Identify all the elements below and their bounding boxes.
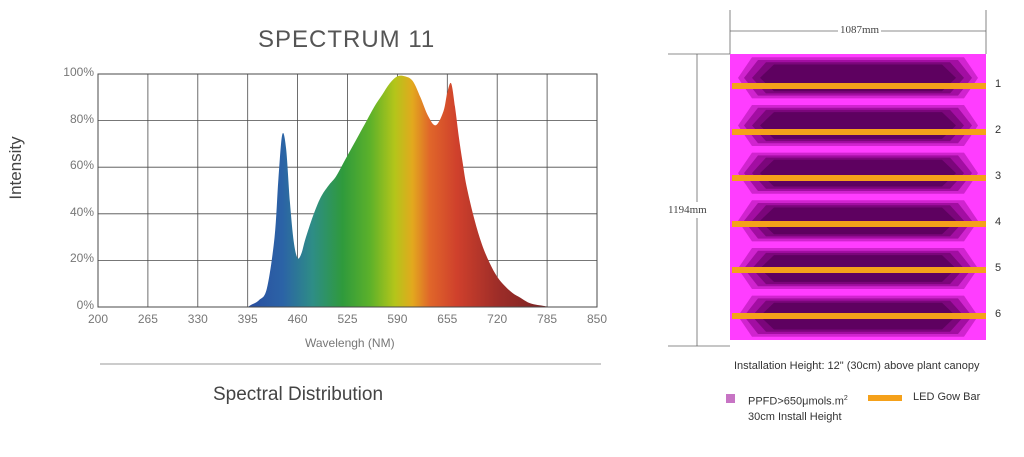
plot-border bbox=[97, 73, 598, 308]
install-height-note: Installation Height: 12" (30cm) above pl… bbox=[734, 360, 980, 372]
coverage-zone bbox=[760, 207, 956, 235]
ppfd-legend-sup: 2 bbox=[843, 395, 848, 402]
led-bar bbox=[732, 129, 986, 135]
spectrum-area bbox=[247, 75, 551, 308]
x-tick-label: 460 bbox=[287, 312, 308, 326]
grow-light-diagram bbox=[668, 10, 987, 347]
x-tick-label: 330 bbox=[187, 312, 208, 326]
x-axis-label: Wavelengh (NM) bbox=[305, 336, 395, 350]
x-tick-label: 590 bbox=[387, 312, 408, 326]
y-tick-label: 100% bbox=[63, 65, 94, 79]
ppfd-legend-line2: 30cm Install Height bbox=[748, 410, 842, 423]
chart-title: SPECTRUM 11 bbox=[258, 26, 436, 53]
x-tick-label: 655 bbox=[437, 312, 458, 326]
x-tick-label: 720 bbox=[487, 312, 508, 326]
coverage-zone bbox=[760, 159, 956, 187]
y-tick-label: 0% bbox=[76, 298, 94, 312]
bar-number-label: 5 bbox=[995, 262, 1002, 274]
y-tick-label: 20% bbox=[69, 251, 94, 266]
y-tick-label: 80% bbox=[69, 111, 94, 126]
led-bar-legend-swatch bbox=[868, 395, 902, 401]
bar-number-label: 1 bbox=[995, 78, 1002, 90]
width-dimension-label: 1087mm bbox=[838, 24, 882, 36]
chart-frame bbox=[97, 73, 598, 308]
led-bar bbox=[732, 175, 986, 181]
x-tick-label: 525 bbox=[337, 312, 358, 326]
led-bar bbox=[732, 267, 986, 273]
bar-number-label: 2 bbox=[995, 124, 1002, 136]
y-axis-label: Intensity bbox=[6, 136, 25, 200]
led-bar bbox=[732, 313, 986, 319]
x-tick-label: 200 bbox=[87, 312, 109, 326]
x-tick-label: 395 bbox=[237, 312, 258, 326]
bar-number-label: 3 bbox=[995, 170, 1002, 182]
chart-caption: Spectral Distribution bbox=[213, 384, 384, 405]
y-tick-label: 60% bbox=[69, 158, 94, 173]
coverage-outer bbox=[730, 54, 986, 340]
height-dimension-label: 1194mm bbox=[668, 202, 707, 218]
y-tick-label: 40% bbox=[69, 204, 94, 219]
ppfd-legend-label: PPFD>650μmols.m bbox=[748, 395, 844, 408]
bar-number-label: 6 bbox=[995, 308, 1002, 320]
led-bar bbox=[732, 221, 986, 227]
led-bar bbox=[732, 83, 986, 89]
ppfd-legend-text: PPFD>650μmols.m2 30cm Install Height bbox=[748, 391, 848, 425]
bar-number-label: 4 bbox=[995, 216, 1002, 228]
x-tick-label: 850 bbox=[586, 312, 608, 326]
ppfd-legend-swatch bbox=[726, 394, 735, 403]
x-tick-label: 265 bbox=[137, 312, 158, 326]
led-bar-legend-text: LED Gow Bar bbox=[913, 391, 981, 403]
x-tick-label: 785 bbox=[537, 312, 558, 326]
